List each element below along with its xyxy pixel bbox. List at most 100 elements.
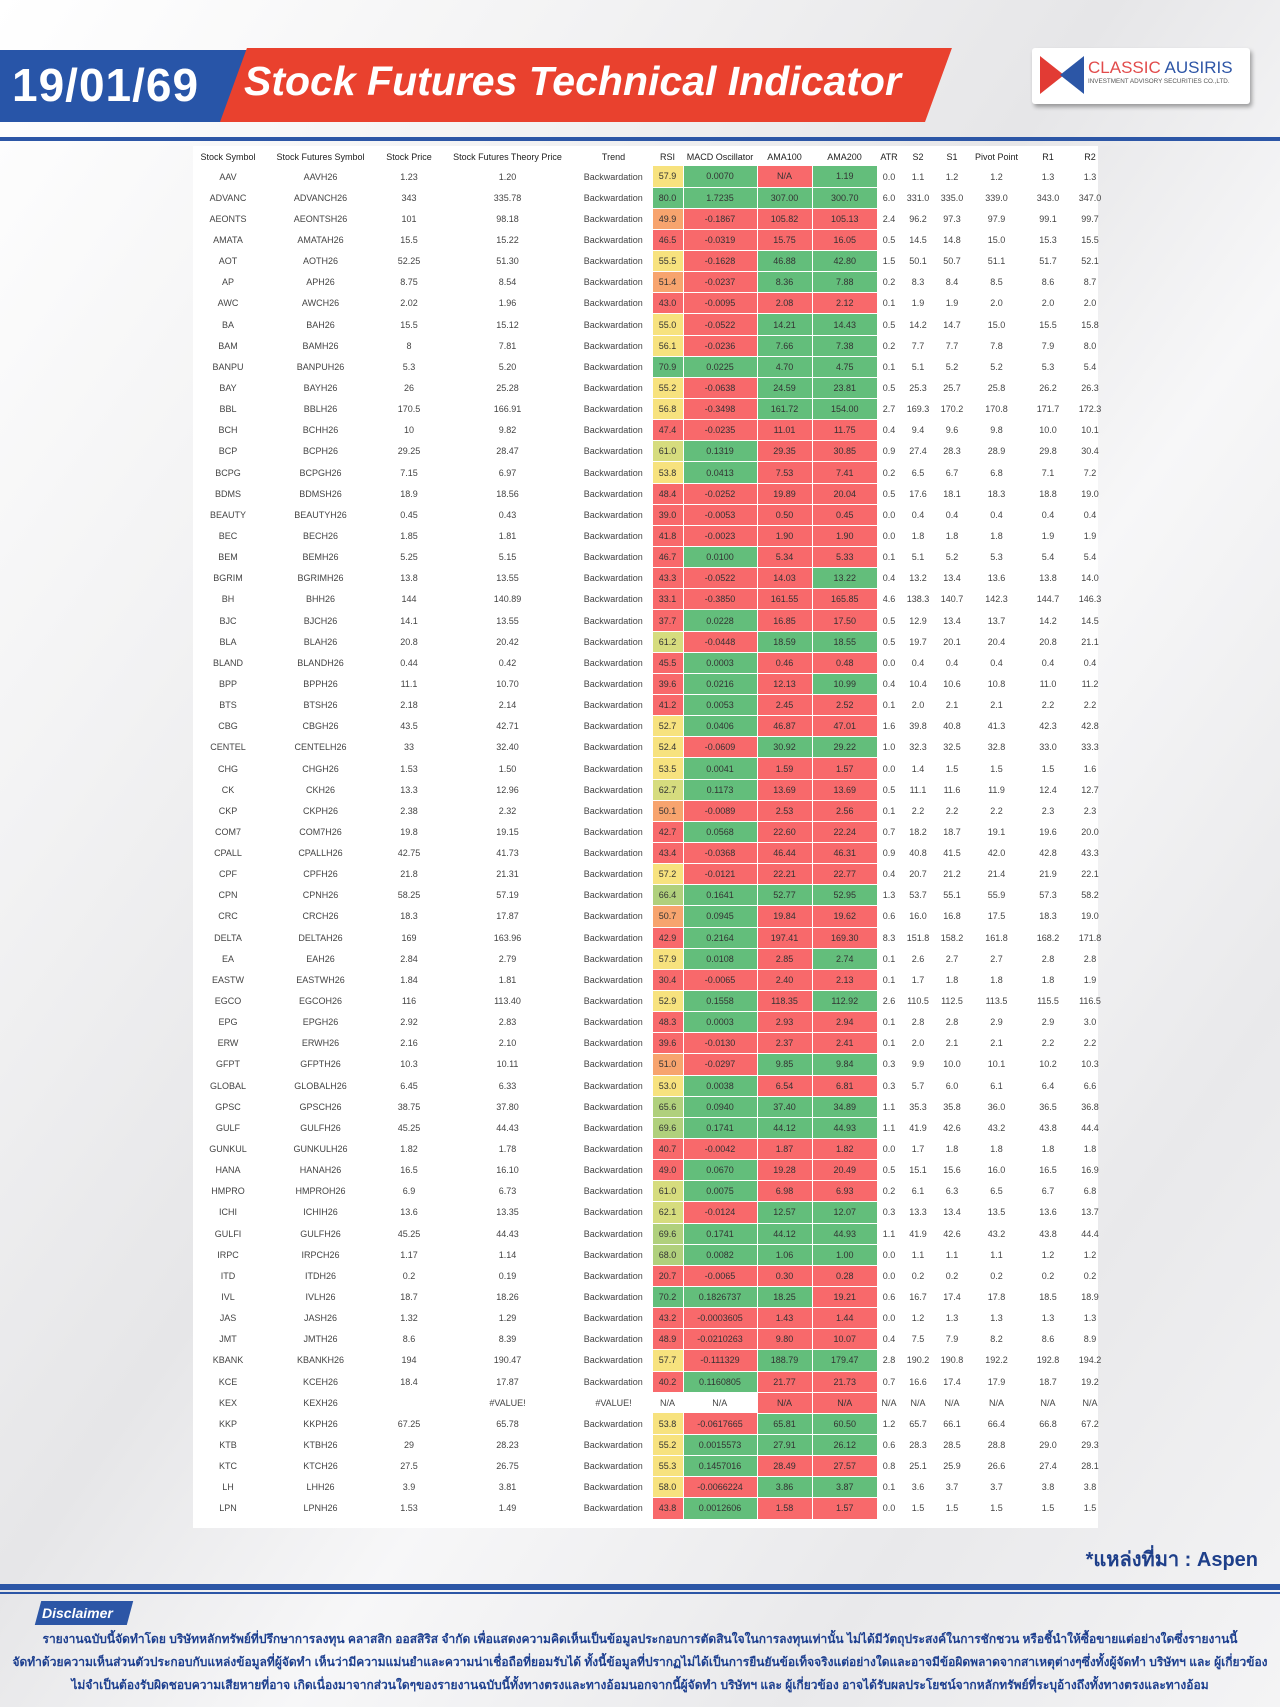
cell-pivot-point: 1.3 — [990, 1313, 1003, 1324]
cell-theory-price: 1.49 — [498, 1503, 517, 1514]
cell-s1: 6.3 — [945, 1186, 959, 1197]
cell-r1: 0.4 — [1041, 657, 1055, 668]
table-row: LPN LPNH26 1.53 1.49 Backwardation 43.8 0.0012… — [193, 1497, 1108, 1520]
cell-ama100: 188.79 — [756, 1349, 812, 1372]
cell-theory-price: 1.20 — [498, 171, 517, 182]
cell-rsi: 55.2 — [651, 1434, 683, 1457]
cell-theory-price: 28.23 — [496, 1440, 519, 1450]
cell-macd: -0.0235 — [682, 419, 757, 442]
cell-stock-price: 2.02 — [400, 298, 418, 309]
cell-theory-price: 8.39 — [498, 1334, 517, 1345]
table-row: AOT AOTH26 52.25 51.30 Backwardation 55.5 -0.1… — [193, 250, 1108, 273]
cell-futures-symbol: BCPH26 — [302, 446, 338, 457]
cell-s2: 6.1 — [911, 1186, 925, 1197]
cell-ama200: 179.47 — [811, 1349, 877, 1372]
cell-r2: 0.2 — [1083, 1270, 1097, 1281]
cell-atr: 0.2 — [882, 340, 896, 351]
cell-ama200: 1.57 — [811, 757, 877, 780]
cell-ama100: 37.40 — [756, 1096, 812, 1118]
cell-atr: 1.1 — [882, 1122, 896, 1133]
cell-macd: -0.0065 — [682, 1265, 757, 1287]
cell-ama100: 1.43 — [756, 1307, 812, 1330]
cell-rsi: 48.4 — [651, 483, 683, 505]
cell-macd: 0.0070 — [682, 166, 757, 188]
cell-trend: Backwardation — [583, 1186, 643, 1197]
table-row: GULF GULFH26 45.25 44.43 Backwardation 69.6 0.… — [193, 1117, 1108, 1139]
cell-atr: 0.5 — [882, 382, 896, 393]
cell-trend: Backwardation — [583, 615, 643, 626]
cell-s1: 335.0 — [940, 192, 964, 203]
cell-futures-symbol: BAMH26 — [302, 340, 339, 351]
cell-ama100: 46.88 — [756, 250, 812, 273]
cell-s1: 158.2 — [940, 932, 964, 943]
cell-s1: 1.1 — [945, 1249, 959, 1260]
cell-ama100: 4.70 — [756, 356, 812, 378]
cell-stock-price: 2.16 — [400, 1038, 418, 1049]
cell-atr: 0.0 — [882, 509, 896, 520]
cell-atr: 1.1 — [882, 1101, 896, 1112]
cell-ama200: 10.07 — [811, 1328, 877, 1351]
cell-pivot-point: 25.8 — [987, 382, 1006, 393]
cell-stock-price: 29.25 — [397, 446, 421, 457]
cell-ama200: 23.81 — [811, 377, 877, 400]
cell-r1: 1.9 — [1041, 530, 1055, 541]
cell-stock-symbol: BTS — [219, 700, 237, 711]
cell-s1: 50.7 — [943, 256, 961, 267]
cell-ama200: 165.85 — [811, 588, 877, 611]
cell-rsi: 61.0 — [651, 440, 683, 463]
cell-stock-price: 58.25 — [397, 890, 421, 901]
column-header-futures-symbol: Stock Futures Symbol — [276, 152, 365, 162]
disclaimer-line-2: จัดทำด้วยความเห็นส่วนตัวประกอบกับแหล่งข้… — [12, 1655, 1268, 1669]
cell-pivot-point: 0.4 — [990, 657, 1003, 668]
cell-trend: Backwardation — [583, 594, 643, 605]
cell-r1: 192.8 — [1036, 1355, 1060, 1366]
cell-trend: Backwardation — [583, 1101, 643, 1112]
table-row: EA EAH26 2.84 2.79 Backwardation 57.9 0.0108 2.… — [193, 948, 1108, 970]
column-header-trend: Trend — [601, 152, 626, 162]
cell-pivot-point: 2.2 — [990, 805, 1003, 816]
table-row: KBANK KBANKH26 194 190.47 Backwardation 57.7-… — [193, 1349, 1108, 1372]
cell-theory-price: 25.28 — [496, 382, 519, 393]
table-row: EGCO EGCOH26 116 113.40 Backwardation 52.9 0.1… — [193, 990, 1108, 1013]
cell-stock-price: 2.84 — [400, 953, 418, 964]
cell-s1: 55.1 — [943, 890, 961, 901]
cell-s1: 35.8 — [943, 1101, 961, 1112]
cell-r2: 1.3 — [1083, 1313, 1097, 1324]
cell-s2: 19.7 — [909, 636, 927, 647]
cell-trend: Backwardation — [583, 1249, 643, 1260]
table-row: AEONTS AEONTSH26 101 98.18 Backwardation 49.9… — [193, 208, 1108, 230]
cell-futures-symbol: COM7H26 — [299, 826, 342, 837]
cell-rsi: 61.0 — [651, 1180, 683, 1203]
cell-s1: 13.4 — [943, 615, 961, 626]
cell-theory-price: 140.89 — [493, 594, 522, 605]
cell-ama200: 1.44 — [811, 1307, 877, 1330]
cell-trend: Backwardation — [583, 1017, 643, 1028]
cell-atr: 8.3 — [882, 932, 896, 943]
cell-stock-price: 8 — [406, 340, 412, 351]
cell-ama100: 5.34 — [756, 546, 812, 569]
cell-s1: 112.5 — [941, 996, 963, 1007]
cell-rsi: 53.8 — [651, 461, 683, 484]
cell-stock-symbol: AP — [221, 277, 234, 288]
cell-stock-price: 13.3 — [400, 784, 418, 795]
cell-theory-price: 10.70 — [496, 678, 519, 689]
cell-futures-symbol: JMTH26 — [303, 1334, 338, 1345]
cell-macd: 0.0945 — [682, 905, 757, 928]
cell-r2: 99.7 — [1081, 213, 1099, 224]
cell-futures-symbol: ERWH26 — [301, 1038, 340, 1049]
cell-r2: 36.8 — [1081, 1101, 1099, 1112]
cell-futures-symbol: CBGH26 — [302, 721, 339, 732]
table-row: CPF CPFH26 21.8 21.31 Backwardation 57.2 -0.01… — [193, 863, 1108, 886]
cell-trend: Backwardation — [583, 1376, 643, 1387]
cell-ama200: 14.43 — [811, 313, 877, 336]
table-row: CRC CRCH26 18.3 17.87 Backwardation 50.7 0.094… — [193, 905, 1108, 928]
logo-subtitle: INVESTMENT ADVISORY SECURITIES CO.,LTD. — [1088, 78, 1230, 85]
cell-futures-symbol: BDMSH26 — [299, 488, 342, 499]
cell-s1: 1.9 — [945, 298, 959, 309]
table-row: JAS JASH26 1.32 1.29 Backwardation 43.2 -0.000… — [193, 1307, 1108, 1330]
cell-rsi: 52.7 — [651, 715, 683, 738]
cell-trend: Backwardation — [583, 361, 643, 372]
cell-stock-price: 194 — [401, 1355, 417, 1366]
cell-r2: 28.1 — [1081, 1461, 1099, 1472]
cell-macd: 0.0100 — [682, 546, 757, 569]
